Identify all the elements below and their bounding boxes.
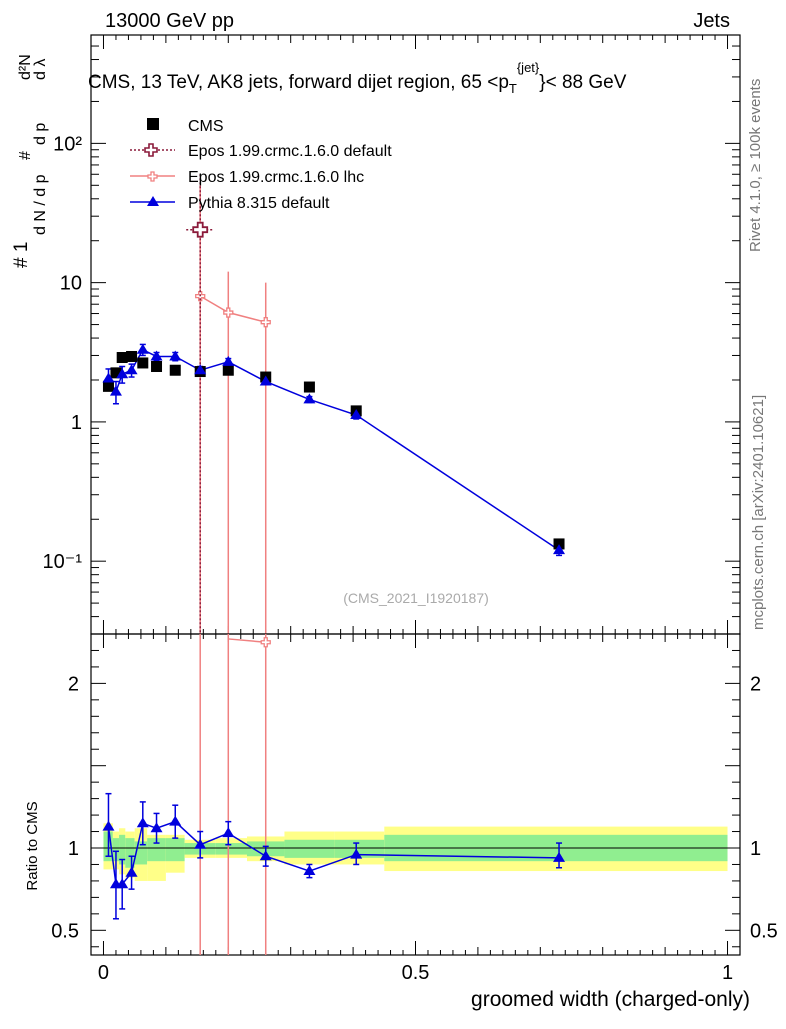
point-epos-lhc bbox=[223, 307, 234, 318]
point-cms bbox=[169, 364, 181, 376]
ratio-band-inner bbox=[165, 838, 185, 862]
point-cms bbox=[303, 381, 315, 393]
ratio-y-tick-label-right: 0.5 bbox=[750, 920, 778, 942]
ratio-band-inner bbox=[119, 834, 126, 865]
point-pythia bbox=[259, 375, 272, 386]
ratio-point-pythia bbox=[553, 851, 566, 862]
ratio-band-inner bbox=[125, 838, 135, 868]
point-epos-default bbox=[192, 221, 209, 238]
legend-label-epos-lhc: Epos 1.99.crmc.1.6.0 lhc bbox=[188, 169, 364, 186]
ratio-y-tick-label-left: 2 bbox=[68, 673, 79, 695]
ratio-band-inner bbox=[147, 838, 166, 862]
point-pythia bbox=[222, 355, 235, 366]
ratio-line-epos-lhc bbox=[228, 638, 266, 643]
point-cms bbox=[102, 380, 114, 392]
ratio-point-pythia bbox=[102, 820, 115, 831]
point-pythia bbox=[303, 393, 316, 404]
series-line-pythia bbox=[107, 348, 560, 551]
ratio-point-pythia bbox=[169, 815, 182, 826]
header-category: Jets bbox=[693, 10, 730, 32]
point-pythia bbox=[116, 368, 129, 379]
ratio-band-inner bbox=[112, 838, 120, 862]
point-cms bbox=[110, 367, 122, 379]
ratio-y-tick-label-right: 1 bbox=[750, 838, 761, 860]
ratio-y-axis-label: Ratio to CMS bbox=[24, 801, 41, 890]
ratio-point-epos-lhc bbox=[260, 637, 271, 648]
x-tick-label: 0 bbox=[98, 962, 109, 984]
point-cms bbox=[222, 364, 234, 376]
point-pythia bbox=[194, 364, 207, 375]
main-y-axis-label: # 1 d N / d p # d p d²N d λ bbox=[11, 54, 49, 268]
svg-text:#: # bbox=[17, 151, 34, 160]
legend-marker-cms bbox=[147, 118, 159, 130]
svg-text:d p: d p bbox=[32, 123, 49, 145]
ratio-point-pythia bbox=[125, 866, 138, 877]
watermark: (CMS_2021_I1920187) bbox=[343, 590, 489, 606]
svg-text:d²N: d²N bbox=[17, 54, 34, 80]
ratio-point-pythia bbox=[222, 827, 235, 838]
point-epos-lhc bbox=[260, 317, 271, 328]
legend-label-cms: CMS bbox=[188, 118, 224, 135]
legend-label-epos-default: Epos 1.99.crmc.1.6.0 default bbox=[188, 143, 392, 160]
point-pythia bbox=[169, 350, 182, 361]
point-cms bbox=[137, 357, 149, 369]
y-tick-label: 10 bbox=[60, 273, 82, 295]
legend-marker-epos-lhc bbox=[147, 171, 158, 182]
legend: CMS Epos 1.99.crmc.1.6.0 default Epos 1.… bbox=[130, 118, 392, 212]
ratio-y-tick-label-left: 1 bbox=[68, 838, 79, 860]
rivet-label: Rivet 4.1.0, ≥ 100k events bbox=[747, 79, 764, 252]
point-pythia bbox=[553, 544, 566, 555]
ratio-band-inner bbox=[215, 843, 248, 855]
svg-text:d λ: d λ bbox=[32, 59, 49, 80]
x-tick-label: 0.5 bbox=[402, 962, 430, 984]
y-tick-label: 10² bbox=[53, 133, 82, 155]
legend-label-pythia: Pythia 8.315 default bbox=[188, 195, 330, 212]
y-tick-label: 10⁻¹ bbox=[43, 551, 83, 573]
ratio-point-pythia bbox=[350, 848, 363, 859]
ratio-point-pythia bbox=[136, 817, 149, 828]
point-cms bbox=[151, 360, 163, 372]
point-cms bbox=[126, 350, 138, 362]
x-tick-label: 1 bbox=[722, 962, 733, 984]
point-pythia bbox=[125, 364, 138, 375]
chart-title: CMS, 13 TeV, AK8 jets, forward dijet reg… bbox=[88, 60, 627, 96]
x-axis-label: groomed width (charged-only) bbox=[471, 988, 750, 1011]
point-pythia bbox=[102, 372, 115, 383]
legend-marker-epos-default bbox=[144, 143, 158, 157]
ratio-point-pythia bbox=[150, 822, 163, 833]
ratio-panel: 0 0.5 1 0.5 0.5 1 1 2 2 bbox=[51, 633, 778, 984]
svg-text:d N / d p: d N / d p bbox=[32, 174, 49, 235]
series-line-epos-lhc bbox=[199, 295, 266, 323]
point-pythia bbox=[109, 385, 122, 396]
main-panel: 10⁻¹ 1 10 10² bbox=[43, 34, 741, 955]
ratio-band-inner bbox=[284, 839, 335, 858]
ratio-point-pythia bbox=[194, 838, 207, 849]
legend-marker-pythia bbox=[147, 196, 159, 206]
ratio-band-inner bbox=[334, 839, 385, 858]
y-tick-label: 1 bbox=[71, 412, 82, 434]
ratio-y-tick-label-right: 2 bbox=[750, 673, 761, 695]
point-pythia bbox=[350, 409, 363, 420]
point-pythia bbox=[136, 343, 149, 354]
ratio-point-pythia bbox=[259, 850, 272, 861]
point-cms bbox=[116, 352, 128, 364]
ratio-point-pythia bbox=[116, 878, 129, 889]
point-cms bbox=[553, 538, 565, 550]
svg-text:# 1: # 1 bbox=[11, 242, 32, 268]
ratio-y-tick-label-left: 0.5 bbox=[51, 920, 79, 942]
ratio-point-pythia bbox=[303, 865, 316, 876]
mcplots-label: mcplots.cern.ch [arXiv:2401.10621] bbox=[750, 395, 767, 630]
point-pythia bbox=[150, 350, 163, 361]
header-energy: 13000 GeV pp bbox=[105, 10, 234, 32]
ratio-frame bbox=[90, 633, 741, 956]
